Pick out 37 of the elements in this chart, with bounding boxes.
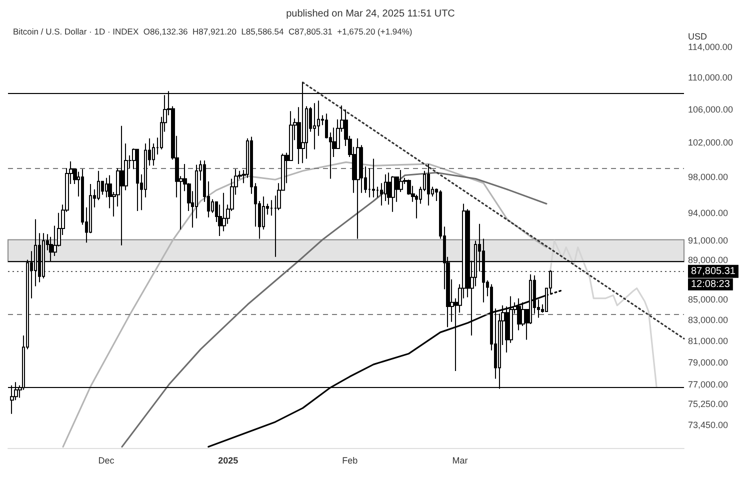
line-series — [62, 161, 548, 448]
x-tick-label: Mar — [452, 456, 468, 466]
y-tick-label: 114,000.00 — [688, 42, 732, 52]
line-series — [550, 240, 658, 388]
candlestick — [372, 158, 375, 198]
candlestick — [136, 148, 139, 212]
x-tick-label: Dec — [98, 456, 115, 466]
y-tick-label: 85,000.00 — [688, 294, 728, 304]
candlestick — [384, 174, 387, 202]
y-tick-label: 73,450.00 — [688, 420, 728, 430]
candlestick — [313, 102, 316, 150]
candlestick — [222, 192, 226, 232]
ref-line-label: 87,805.31 — [691, 266, 736, 277]
x-tick-label: Feb — [342, 456, 358, 466]
y-tick-label: 77,000.00 — [688, 379, 728, 390]
y-tick-label: 106,000.00 — [688, 104, 734, 115]
candlestick — [427, 163, 430, 206]
y-tick-label: 83,000.00 — [688, 314, 728, 325]
candlestick — [391, 176, 395, 212]
y-tick-label: 91,000.00 — [688, 236, 728, 246]
candlestick — [517, 298, 521, 331]
y-tick-label: 75,250.00 — [688, 399, 728, 410]
y-axis-title: USD — [688, 32, 708, 42]
chart-title: Bitcoin / U.S. Dollar · 1D · INDEX O86,132.36 H87,921.20 L85,586.54 C87,805.31 +1,675.20 (+1.94%) — [13, 26, 412, 36]
y-tick-label: 81,000.00 — [688, 336, 728, 346]
y-tick-label: 110,000.00 — [688, 72, 732, 83]
y-tick-label: 94,000.00 — [688, 208, 728, 218]
y-tick-label: 98,000.00 — [688, 172, 728, 182]
candlestick — [270, 200, 273, 216]
y-tick-label: 89,000.00 — [688, 254, 728, 265]
chart-subtitle: published on Mar 24, 2025 11:51 UTC — [286, 8, 455, 20]
text: 12:08:23 — [691, 278, 730, 290]
y-tick-label: 79,000.00 — [688, 357, 728, 368]
candlestick — [120, 125, 124, 246]
candlestick — [356, 138, 360, 240]
y-tick-label: 102,000.00 — [688, 138, 734, 148]
x-tick-label: 2025 — [218, 456, 238, 466]
